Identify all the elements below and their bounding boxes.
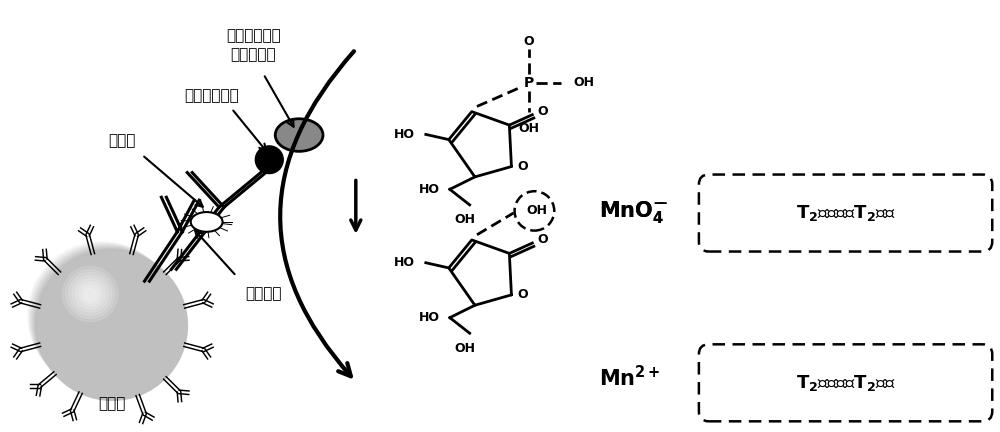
Circle shape	[37, 251, 186, 399]
Circle shape	[255, 146, 283, 174]
Circle shape	[35, 249, 184, 397]
Text: O: O	[538, 233, 548, 246]
Circle shape	[78, 282, 102, 306]
Text: $\mathbf{MnO_4^{\minus}}$: $\mathbf{MnO_4^{\minus}}$	[599, 199, 666, 225]
Circle shape	[33, 247, 181, 394]
Circle shape	[29, 243, 177, 390]
Text: HO: HO	[394, 128, 415, 141]
Text: 亲和素标记的
碱性磷酸酶: 亲和素标记的 碱性磷酸酶	[226, 29, 281, 62]
Circle shape	[34, 248, 183, 395]
Text: $\mathbf{Mn^{2+}}$: $\mathbf{Mn^{2+}}$	[599, 365, 661, 391]
Circle shape	[28, 242, 176, 389]
Circle shape	[31, 245, 180, 393]
Text: OH: OH	[573, 76, 594, 89]
Text: O: O	[518, 160, 528, 173]
Text: 致病菌: 致病菌	[108, 133, 136, 148]
Circle shape	[66, 270, 115, 318]
Text: HO: HO	[418, 311, 439, 324]
Circle shape	[30, 244, 178, 391]
Circle shape	[36, 250, 185, 398]
Ellipse shape	[275, 119, 323, 151]
Circle shape	[30, 244, 178, 391]
Circle shape	[72, 276, 109, 312]
Circle shape	[33, 248, 182, 395]
Text: OH: OH	[519, 122, 540, 135]
Text: 捕获抗体: 捕获抗体	[245, 286, 282, 301]
Text: OH: OH	[454, 342, 475, 355]
Text: $\mathbf{T_2}$信号强，$\mathbf{T_2}$值小: $\mathbf{T_2}$信号强，$\mathbf{T_2}$值小	[796, 373, 895, 393]
Text: $\mathbf{T_2}$信号弱，$\mathbf{T_2}$值大: $\mathbf{T_2}$信号弱，$\mathbf{T_2}$值大	[796, 203, 895, 223]
Circle shape	[38, 251, 187, 400]
Circle shape	[37, 251, 186, 398]
Circle shape	[81, 285, 99, 303]
Circle shape	[29, 243, 177, 390]
Circle shape	[62, 267, 118, 321]
Ellipse shape	[191, 212, 223, 232]
Text: O: O	[538, 105, 548, 118]
Text: $\mathbf{MnO_4^-}$: $\mathbf{MnO_4^-}$	[599, 199, 669, 225]
Circle shape	[84, 288, 96, 300]
Text: HO: HO	[394, 256, 415, 269]
Text: O: O	[524, 35, 534, 48]
Text: O: O	[518, 289, 528, 302]
Text: P: P	[524, 76, 534, 89]
Circle shape	[31, 245, 179, 392]
Circle shape	[35, 249, 184, 397]
Circle shape	[32, 246, 181, 394]
Text: HO: HO	[418, 183, 439, 196]
Circle shape	[32, 246, 180, 393]
Text: OH: OH	[454, 213, 475, 226]
Circle shape	[75, 279, 106, 309]
Circle shape	[28, 241, 175, 388]
Circle shape	[69, 273, 112, 315]
Circle shape	[38, 251, 187, 400]
Text: OH: OH	[526, 204, 547, 217]
Text: 磁颗粒: 磁颗粒	[98, 397, 126, 411]
Text: 生物素化抗体: 生物素化抗体	[184, 89, 239, 104]
Circle shape	[34, 248, 183, 396]
